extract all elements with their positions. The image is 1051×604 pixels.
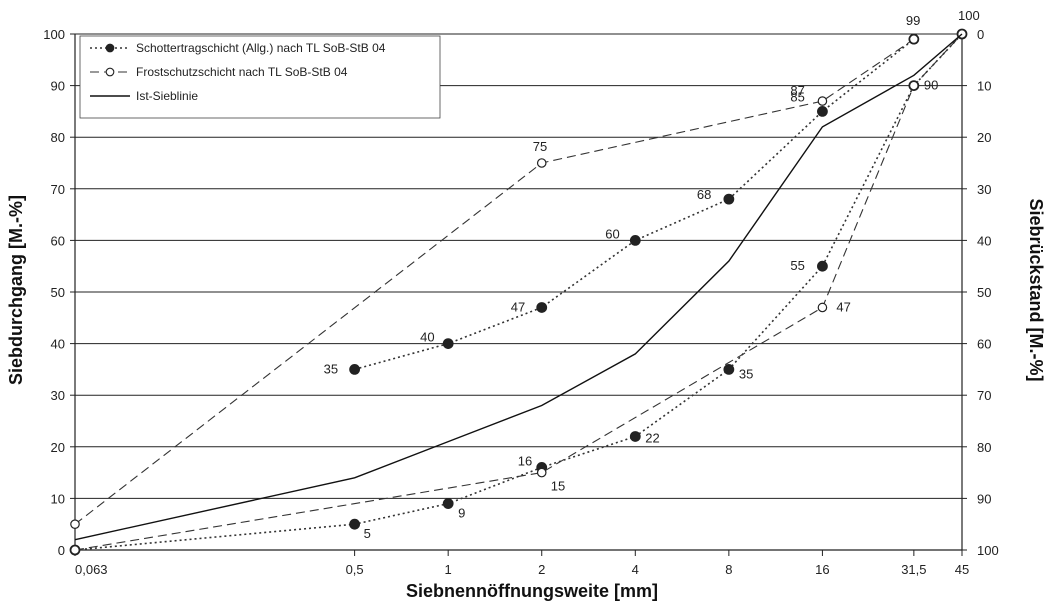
data-point: [629, 234, 641, 246]
data-point: [723, 193, 735, 205]
data-point: [817, 105, 828, 117]
y-tick-label: 40: [51, 337, 65, 352]
data-point: [536, 467, 547, 478]
x-tick-label: 31,5: [901, 562, 926, 577]
legend-label: Schottertragschicht (Allg.) nach TL SoB-…: [136, 41, 386, 55]
data-point: [909, 34, 919, 44]
data-point: [629, 431, 641, 442]
y-tick-label: 10: [51, 491, 65, 506]
data-label: 40: [420, 330, 434, 345]
y-tick-label: 70: [51, 182, 65, 197]
data-label: 68: [697, 187, 711, 202]
legend-marker: [105, 67, 115, 77]
x-tick-label: 2: [538, 562, 545, 577]
y-tick-label: 30: [51, 388, 65, 403]
data-point: [817, 260, 828, 272]
data-point: [442, 498, 454, 509]
series-layer: [69, 28, 968, 556]
x-tick-label: 16: [815, 562, 829, 577]
series-line: [74, 38, 915, 525]
data-label: 100: [958, 8, 980, 23]
data-label: 99: [906, 13, 920, 28]
data-label: 55: [790, 258, 804, 273]
y-tick-label: 60: [51, 233, 65, 248]
x-tick-label: 45: [955, 562, 969, 577]
data-label: 9: [458, 506, 465, 521]
data-point: [817, 302, 828, 313]
y-tick-label-right: 50: [977, 285, 991, 300]
data-label: 22: [645, 430, 659, 445]
y-tick-label-right: 20: [977, 130, 991, 145]
y-axis-title: Siebdurchgang [M.-%]: [6, 195, 26, 385]
legend: Schottertragschicht (Allg.) nach TL SoB-…: [79, 35, 441, 119]
data-point: [70, 545, 80, 555]
data-label: 15: [551, 479, 565, 494]
y-tick-label-right: 10: [977, 79, 991, 94]
x-tick-label: 8: [725, 562, 732, 577]
y-tick-label-right: 100: [977, 543, 999, 558]
legend-box: [79, 35, 441, 119]
x-tick-label: 1: [445, 562, 452, 577]
data-point: [817, 96, 828, 106]
data-point: [909, 80, 919, 91]
x-axis-title: Siebnennöffnungsweite [mm]: [406, 581, 658, 601]
x-tick-label: 0,5: [346, 562, 364, 577]
data-point: [349, 518, 361, 530]
y-tick-label: 80: [51, 130, 65, 145]
legend-label: Ist-Sieblinie: [136, 89, 198, 103]
data-label: 47: [511, 299, 525, 314]
data-label: 47: [836, 299, 850, 314]
data-point: [349, 364, 361, 375]
x-tick-label: 0,063: [75, 562, 108, 577]
x-tick-label: 4: [632, 562, 639, 577]
y-tick-label-right: 0: [977, 27, 984, 42]
y-tick-label: 100: [43, 27, 65, 42]
data-label: 5: [364, 526, 371, 541]
data-point: [536, 302, 548, 313]
data-label: 85: [790, 89, 804, 104]
data-point: [70, 519, 80, 529]
data-label: 75: [533, 139, 547, 154]
data-label: 35: [739, 366, 753, 381]
y-axis-right-title: Siebrückstand [M.-%]: [1026, 198, 1046, 381]
data-point: [442, 338, 454, 350]
y-tick-label-right: 60: [977, 337, 991, 352]
data-label: 35: [324, 361, 338, 376]
legend-marker: [105, 43, 115, 53]
data-label: 16: [518, 453, 532, 468]
data-labels-layer: 5 9 16 22 35 55 90 100 35 40 47 60 68 85 99 15 47 75 87: [324, 8, 980, 541]
y-tick-label: 20: [51, 440, 65, 455]
data-label: 60: [605, 226, 619, 241]
y-tick-label: 90: [51, 79, 65, 94]
gridlines: [75, 33, 962, 551]
y-tick-label: 0: [58, 543, 65, 558]
series-line: [74, 33, 963, 541]
legend-label: Frostschutzschicht nach TL SoB-StB 04: [136, 65, 348, 79]
y-tick-label-right: 70: [977, 388, 991, 403]
data-label: 87: [790, 83, 804, 98]
data-point: [536, 158, 547, 168]
y-tick-label-right: 30: [977, 182, 991, 197]
y-tick-label: 50: [51, 285, 65, 300]
data-point: [723, 364, 735, 375]
y-tick-label-right: 80: [977, 440, 991, 455]
data-label: 90: [924, 78, 938, 93]
y-tick-label-right: 90: [977, 491, 991, 506]
y-tick-label-right: 40: [977, 233, 991, 248]
